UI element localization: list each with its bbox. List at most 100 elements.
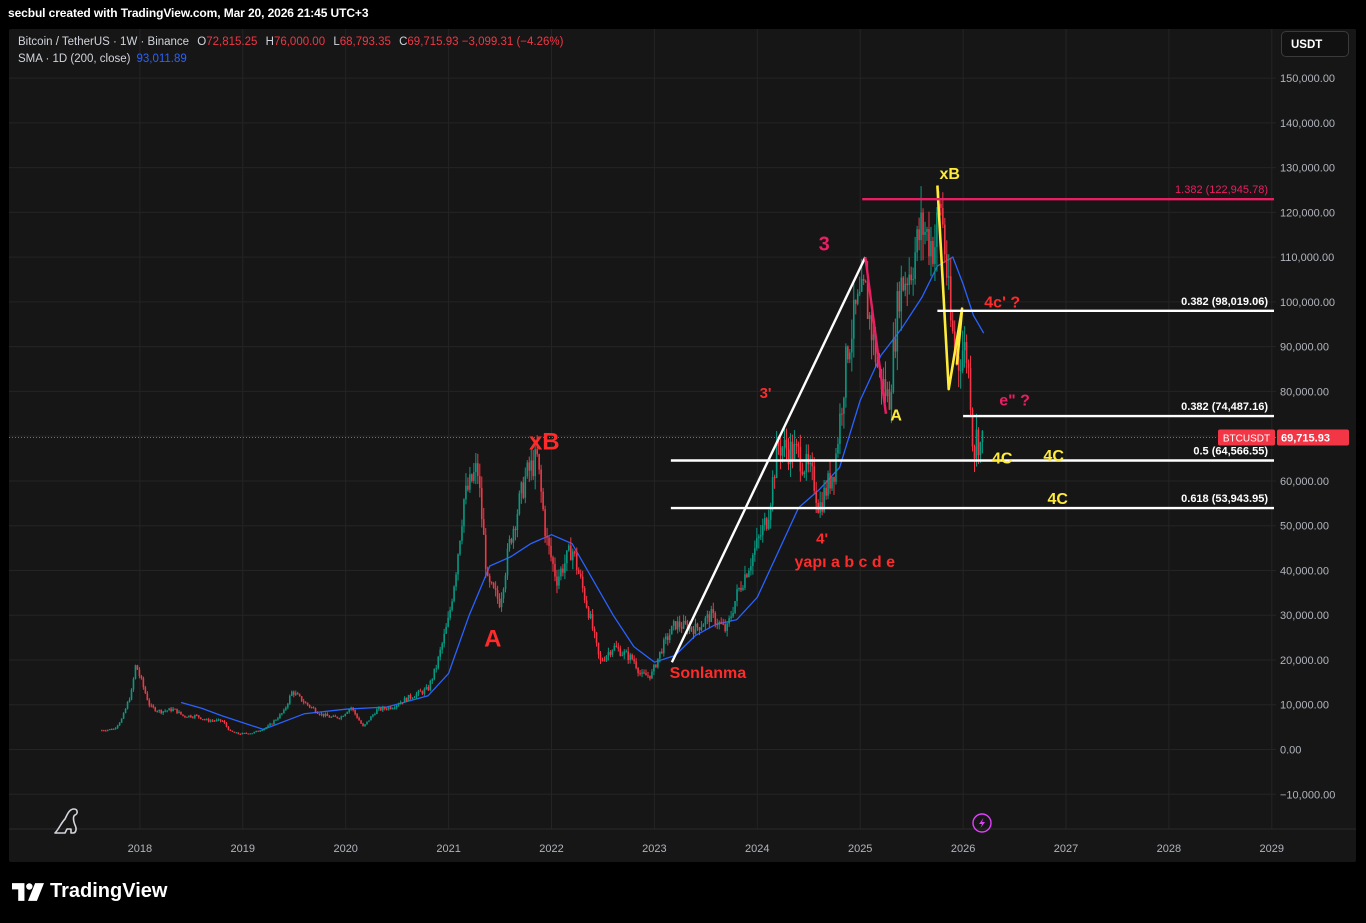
candle-body xyxy=(306,702,309,705)
candle-body xyxy=(773,477,776,479)
candle-body xyxy=(936,212,938,248)
candle-body xyxy=(378,707,380,710)
candle-body xyxy=(769,505,772,520)
candle-body xyxy=(805,454,808,473)
candle-body xyxy=(815,490,817,503)
drawings-layer[interactable]: 1.382 (122,945.78) 0.382 (98,019.06) 0.382… xyxy=(9,184,1276,663)
candle-body xyxy=(678,621,681,628)
candle-body xyxy=(896,291,899,352)
y-tick-label: 130,000.00 xyxy=(1280,163,1335,175)
candle-body xyxy=(251,733,254,735)
candle-body xyxy=(754,548,756,555)
ohlc-legend: Bitcoin / TetherUS · 1W · Binance O72,81… xyxy=(18,36,563,48)
candle-body xyxy=(708,614,711,622)
candle-body xyxy=(702,624,705,627)
candle-body xyxy=(781,447,784,456)
wave-annotation: xB xyxy=(939,166,959,183)
candle-body xyxy=(920,212,922,241)
candle-body xyxy=(524,476,527,498)
candle-body xyxy=(352,707,354,711)
lightning-icon-ring xyxy=(972,813,992,833)
currency-button[interactable]: USDT xyxy=(1281,31,1349,57)
candle-body xyxy=(144,687,147,694)
candle-body xyxy=(443,633,445,644)
candle-body xyxy=(894,338,897,352)
dino-icon[interactable] xyxy=(54,808,78,834)
candle-body xyxy=(229,729,232,731)
candle-body xyxy=(484,534,487,570)
candle-body xyxy=(138,669,141,676)
candle-body xyxy=(785,439,788,450)
fib-level-label: 0.382 (98,019.06) xyxy=(1181,296,1268,308)
candle-body xyxy=(900,277,903,312)
candle-body xyxy=(522,482,525,498)
candle-body xyxy=(570,545,572,561)
chart-credit: secbul created with TradingView.com, Mar… xyxy=(8,6,369,20)
candle-body xyxy=(463,499,465,527)
x-tick-label: 2028 xyxy=(1157,843,1181,855)
candle-body xyxy=(302,701,305,703)
candle-body xyxy=(761,524,764,536)
candle-body xyxy=(716,624,719,626)
candle-body xyxy=(835,453,837,482)
candle-body xyxy=(184,715,186,717)
candle-body xyxy=(344,713,347,717)
candle-body xyxy=(101,730,103,732)
candle-body xyxy=(787,449,790,465)
candle-body xyxy=(823,487,825,512)
candle-body xyxy=(664,636,667,640)
candle-body xyxy=(380,707,382,711)
candle-body xyxy=(599,654,602,660)
candle-body xyxy=(465,485,467,500)
candle-body xyxy=(791,441,794,459)
candle-body xyxy=(799,446,802,472)
candle-body xyxy=(108,729,111,731)
candle-body xyxy=(550,545,552,558)
y-tick-label: 60,000.00 xyxy=(1280,476,1329,488)
candle-body xyxy=(690,626,693,630)
candle-body xyxy=(906,283,909,285)
candle-body xyxy=(849,352,851,360)
candle-body xyxy=(209,720,212,722)
candle-body xyxy=(655,664,657,668)
candle-body xyxy=(132,678,135,690)
candle-body xyxy=(500,598,503,608)
candle-body xyxy=(542,491,544,510)
annotations-layer[interactable]: AxB Sonlanma 3' 4' yapı a b c d e 3 AxB 4c' ? e"… xyxy=(484,166,1068,682)
tradingview-logo[interactable]: TradingView xyxy=(12,880,167,903)
candle-body xyxy=(103,730,105,732)
candle-body xyxy=(217,719,220,721)
candle-body xyxy=(342,716,345,718)
candle-body xyxy=(803,472,806,475)
price-chart[interactable]: 1.382 (122,945.78) 0.382 (98,019.06) 0.382… xyxy=(9,29,1356,862)
candle-body xyxy=(829,473,831,489)
candle-body xyxy=(862,278,865,282)
candle-body xyxy=(467,485,469,490)
candle-body xyxy=(726,623,728,631)
candle-body xyxy=(581,576,584,589)
candle-body xyxy=(748,570,750,577)
chart-panel[interactable]: 1.382 (122,945.78) 0.382 (98,019.06) 0.382… xyxy=(9,29,1356,862)
candle-body xyxy=(750,566,752,571)
lightning-icon-bolt xyxy=(979,818,985,828)
y-tick-label: 10,000.00 xyxy=(1280,700,1329,712)
candle-body xyxy=(953,331,956,349)
candle-body xyxy=(231,730,234,732)
candle-body xyxy=(926,229,928,232)
candle-body xyxy=(795,444,798,446)
candle-body xyxy=(560,568,562,577)
candle-body xyxy=(281,713,283,715)
candle-body xyxy=(544,509,546,537)
candle-body xyxy=(961,350,964,371)
sma-label[interactable]: SMA · 1D (200, close) xyxy=(18,53,131,65)
candle-body xyxy=(354,710,356,715)
candle-body xyxy=(971,409,974,447)
symbol-title[interactable]: Bitcoin / TetherUS · 1W · Binance xyxy=(18,36,190,48)
candle-body xyxy=(382,707,384,711)
lightning-icon[interactable] xyxy=(972,813,992,833)
axes-layer: 150,000.00 140,000.00 130,000.00 120,000.00… xyxy=(9,29,1356,862)
candle-body xyxy=(676,621,679,630)
candle-body xyxy=(494,587,497,591)
candle-body xyxy=(292,691,295,695)
candle-body xyxy=(196,715,198,717)
